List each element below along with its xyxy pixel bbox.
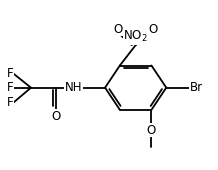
Text: O: O xyxy=(113,23,123,36)
Text: O: O xyxy=(149,23,158,36)
Text: F: F xyxy=(7,96,13,109)
Text: NH: NH xyxy=(65,81,82,94)
Text: F: F xyxy=(7,81,13,94)
Text: O: O xyxy=(147,124,156,137)
Text: O: O xyxy=(51,110,60,123)
Text: F: F xyxy=(7,67,13,80)
Text: NO$_2$: NO$_2$ xyxy=(123,29,148,44)
Text: Br: Br xyxy=(190,81,203,94)
